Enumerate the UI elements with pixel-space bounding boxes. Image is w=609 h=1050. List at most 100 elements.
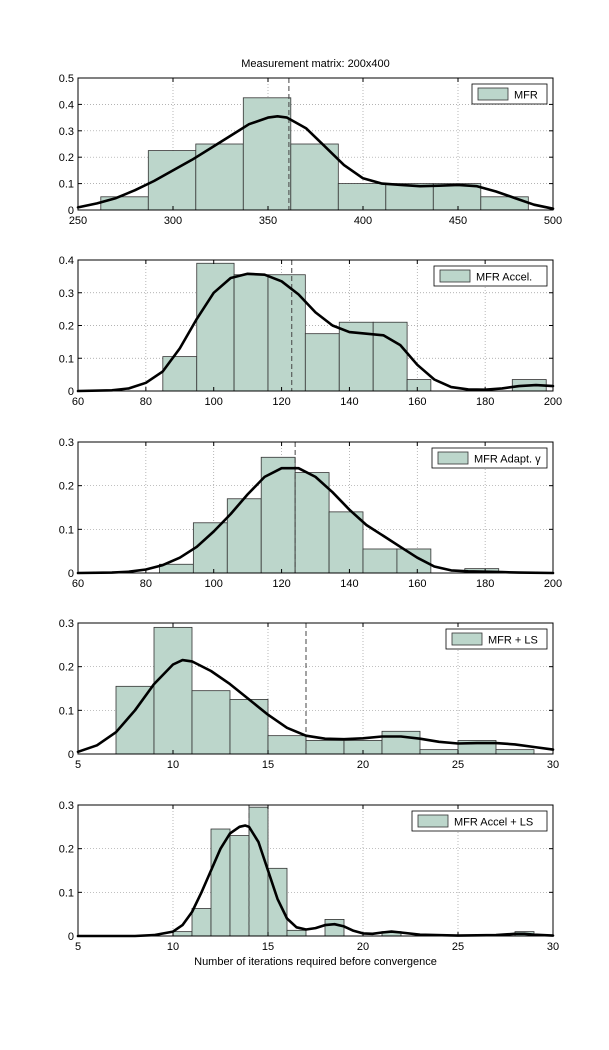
panel5-legend-label: MFR Accel + LS [454,817,533,829]
panel3-x-tick-label: 120 [272,578,290,590]
panel4-x-tick-label: 5 [75,759,81,771]
panel1-histogram-bar [242,97,292,211]
panel5-legend-swatch [417,814,449,828]
panel1-histogram-bar [100,196,149,211]
panel4-histogram-bar [115,685,155,755]
panel4-y-tick-label: 0.3 [59,618,74,630]
panel3-histogram-bar [362,548,398,574]
panel2-y-tick-label: 0.2 [59,321,74,333]
panel4-histogram-bar [153,626,193,755]
panel1-x-tick-label: 500 [544,215,562,227]
panel5-x-tick-label: 5 [75,941,81,953]
panel4-legend-swatch [451,632,483,646]
panel3-histogram-bar [192,522,228,574]
panel5-histogram-bar [248,806,269,937]
panel4-histogram-bar [305,740,345,755]
panel1-legend-swatch [477,87,509,101]
panel1-histogram-bar [195,143,244,211]
panel2-histogram-bar [233,274,269,392]
panel2-histogram-bar [372,321,408,392]
panel1-x-tick-label: 350 [259,215,277,227]
panel2-y-tick-label: 0.1 [59,353,74,365]
panel5-y-tick-label: 0.2 [59,844,74,856]
panel1-histogram-bar [432,183,482,211]
panel5-histogram-bar [229,835,250,937]
panel1-y-tick-label: 0 [68,205,74,217]
panel5-histogram-bar [324,919,345,937]
panel3-legend-label: MFR Adapt. γ [474,454,541,466]
panel2-histogram-bar [406,379,432,392]
panel1-x-tick-label: 400 [354,215,372,227]
panel2-x-tick-label: 120 [272,396,290,408]
panel2-x-tick-label: 60 [72,396,84,408]
panel1-y-tick-label: 0.5 [59,73,74,85]
panel2-density-curve [76,272,555,393]
panel1-legend-label: MFR [514,90,538,102]
panel1-y-tick-label: 0.3 [59,126,74,138]
panel1-histogram-bar [385,183,434,211]
panel3-x-tick-label: 160 [408,578,426,590]
panel3-y-tick-label: 0.1 [59,524,74,536]
panel2-x-tick-label: 80 [140,396,152,408]
panel5-histogram-bar [210,828,231,937]
panel3-histogram-bar [294,472,330,574]
panel2-x-tick-label: 180 [476,396,494,408]
panel5-x-tick-label: 25 [452,941,464,953]
panel2-x-tick-label: 200 [544,396,562,408]
panel5-histogram-bar [286,929,307,937]
panel3-legend-swatch [437,451,469,465]
panel4-y-tick-label: 0.1 [59,705,74,717]
panel5-density-curve [76,824,555,938]
panel3-x-tick-label: 200 [544,578,562,590]
panel3-histogram-bar [226,498,262,574]
panel1-x-tick-label: 300 [164,215,182,227]
panel5-y-tick-label: 0.3 [59,800,74,812]
figure-title: Measurement matrix: 200x400 [241,58,390,70]
panel1-histogram-bar [337,183,387,211]
panel4-x-tick-label: 20 [357,759,369,771]
panel3-x-tick-label: 180 [476,578,494,590]
panel5-x-tick-label: 15 [262,941,274,953]
panel3-axes-frame [77,441,554,574]
panel1-y-tick-label: 0.2 [59,152,74,164]
panel2-x-tick-label: 100 [205,396,223,408]
panel5-histogram-bar [172,931,193,937]
panel4-histogram-bar [267,735,307,755]
panel2-legend-label: MFR Accel. [476,272,532,284]
panel1-density-curve [76,115,555,210]
panel1-x-tick-label: 450 [449,215,467,227]
panel4-axes-frame [77,622,554,755]
panel2-y-tick-label: 0 [68,386,74,398]
panel4-histogram-bar [495,749,535,755]
panel4-x-tick-label: 25 [452,759,464,771]
panel4-legend-label: MFR + LS [488,635,538,647]
panel3-y-tick-label: 0.3 [59,437,74,449]
panel2-legend-swatch [439,269,471,283]
figure-x-axis-label: Number of iterations required before con… [194,956,437,968]
panel2-histogram-bar [267,274,306,392]
panel3-y-tick-label: 0.2 [59,481,74,493]
panel4-histogram-bar [381,730,421,755]
panel5-y-tick-label: 0 [68,931,74,943]
panel5-x-tick-label: 30 [547,941,559,953]
panel3-x-tick-label: 100 [205,578,223,590]
panel3-density-curve [76,466,555,575]
panel2-y-tick-label: 0.3 [59,288,74,300]
panel1-y-tick-label: 0.4 [59,99,74,111]
panel2-x-tick-label: 160 [408,396,426,408]
panel3-y-tick-label: 0 [68,568,74,580]
panel1-histogram-bar [480,196,529,211]
panel4-density-curve [76,658,555,754]
panel3-x-tick-label: 60 [72,578,84,590]
panel1-x-tick-label: 250 [69,215,87,227]
panel5-histogram-bar [191,908,212,937]
panel5-axes-frame [77,804,554,937]
panel3-x-tick-label: 140 [340,578,358,590]
panel2-histogram-bar [304,333,340,392]
panel4-y-tick-label: 0.2 [59,662,74,674]
panel5-y-tick-label: 0.1 [59,887,74,899]
panel2-histogram-bar [162,356,198,392]
panel4-y-tick-label: 0 [68,749,74,761]
panel4-x-tick-label: 15 [262,759,274,771]
